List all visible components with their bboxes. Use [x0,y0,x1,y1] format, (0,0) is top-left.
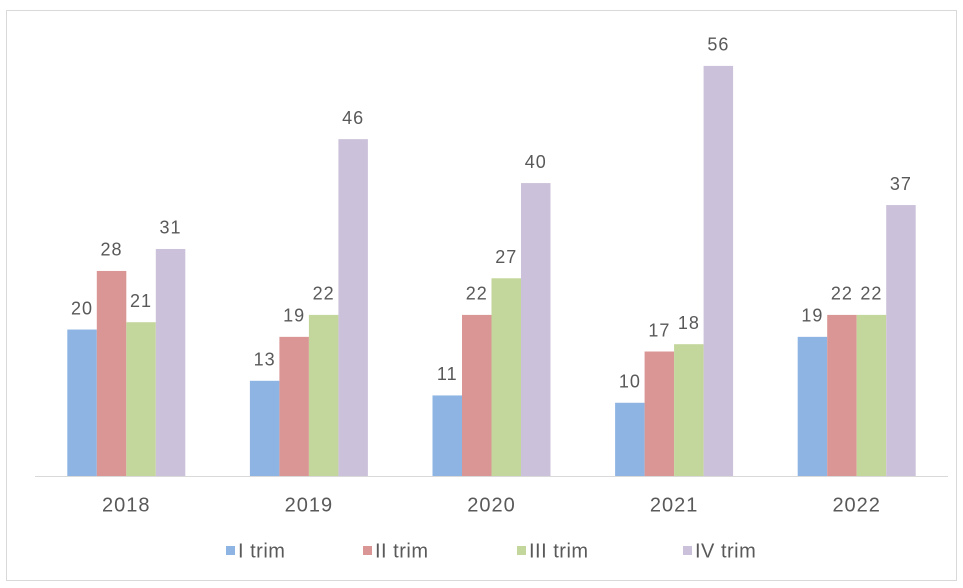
bar [491,278,521,476]
bar [338,139,368,476]
data-label: 28 [101,240,123,260]
bar [827,314,857,476]
data-label: 11 [437,364,458,384]
data-label: 31 [160,218,182,238]
data-label: 22 [860,284,882,304]
data-label: 27 [495,247,517,267]
legend-swatch [363,546,372,555]
bar [432,395,462,476]
data-label: 21 [130,291,152,311]
data-label: 22 [466,284,488,304]
legend-label: IV trim [695,540,756,562]
bar [644,351,675,476]
data-label: 17 [648,320,670,340]
data-label: 46 [342,108,364,128]
data-label: 19 [801,306,823,326]
x-tick-label: 2018 [102,494,151,516]
legend-swatch [683,546,692,555]
data-label: 37 [890,174,912,194]
bar [856,314,887,476]
x-tick-label: 2019 [285,494,334,516]
bar [703,65,734,477]
bar [521,183,551,477]
data-label: 10 [619,372,641,392]
data-label: 19 [283,306,305,326]
data-label: 40 [525,152,547,172]
legend-label: I trim [238,540,285,562]
legend-swatch [226,546,235,555]
data-label: 20 [71,298,93,318]
x-tick-label: 2020 [467,494,516,516]
legend-label: II trim [375,540,429,562]
bar [308,314,339,476]
bar [249,380,280,476]
x-tick-label: 2021 [650,494,699,516]
bar [615,402,645,476]
legend-swatch [517,546,526,555]
bar [462,314,492,476]
bar [155,248,186,476]
bar [797,336,828,476]
data-label: 13 [254,350,276,370]
bar [279,336,309,476]
x-tick-label: 2022 [832,494,881,516]
bar [674,344,704,476]
bar [67,329,97,476]
data-label: 56 [707,35,729,55]
bar [126,322,156,476]
bar [886,205,916,477]
legend-label: III trim [529,540,589,562]
data-label: 22 [831,284,853,304]
data-label: 22 [313,284,335,304]
data-label: 18 [678,313,700,333]
bar [96,270,127,476]
